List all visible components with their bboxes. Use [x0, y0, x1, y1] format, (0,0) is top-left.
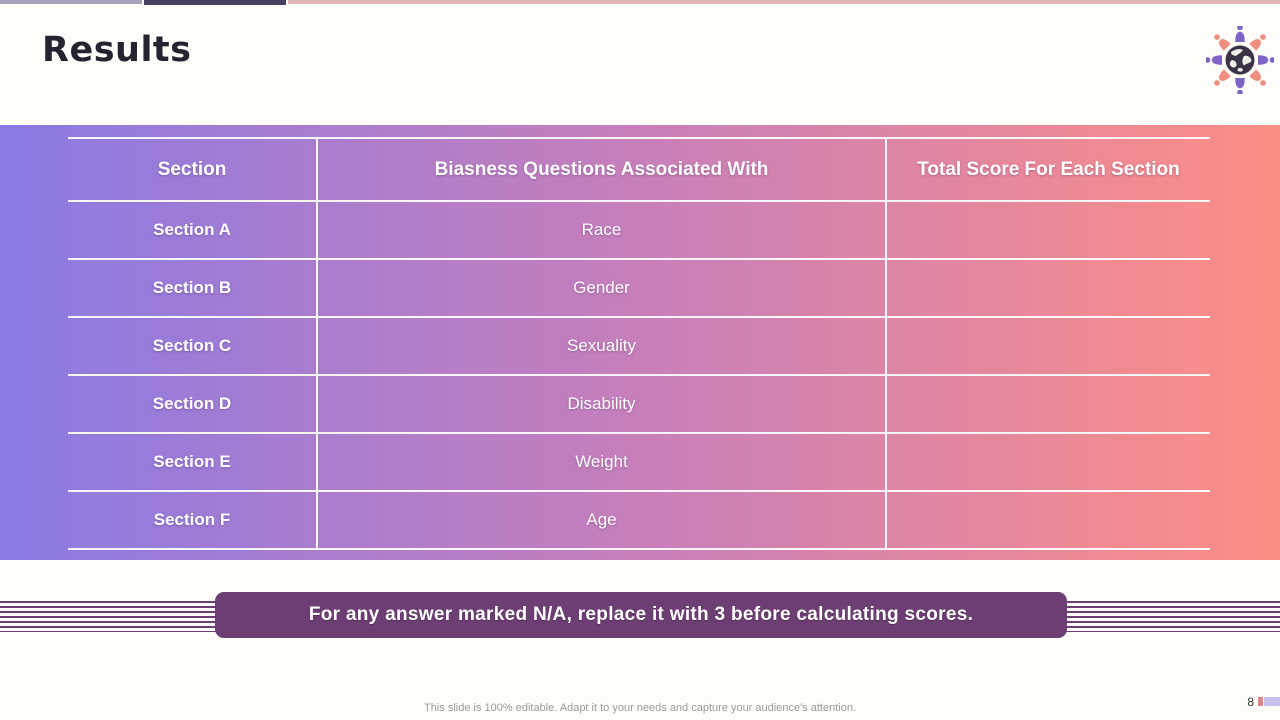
- question-cell: Race: [317, 200, 887, 259]
- table-header-row: Section Biasness Questions Associated Wi…: [68, 137, 1210, 201]
- question-cell: Weight: [317, 432, 887, 491]
- footer-marker-lavender: [1264, 697, 1280, 706]
- question-cell: Sexuality: [317, 316, 887, 375]
- top-accent-bar: [0, 0, 1280, 6]
- section-cell: Section A: [68, 200, 318, 259]
- results-table: Section Biasness Questions Associated Wi…: [68, 137, 1210, 550]
- header-questions: Biasness Questions Associated With: [317, 137, 887, 201]
- table-row: Section C Sexuality: [68, 316, 1210, 375]
- accent-segment-dark-purple: [144, 0, 286, 5]
- footer-marker-pink: [1258, 697, 1263, 706]
- table-row: Section A Race: [68, 200, 1210, 259]
- score-cell: [886, 432, 1210, 491]
- section-cell: Section C: [68, 316, 318, 375]
- accent-segment-lavender: [0, 0, 142, 4]
- instruction-banner: For any answer marked N/A, replace it wi…: [215, 592, 1067, 638]
- score-cell: [886, 200, 1210, 259]
- header-total-score: Total Score For Each Section: [886, 137, 1210, 201]
- score-cell: [886, 490, 1210, 550]
- footer-note: This slide is 100% editable. Adapt it to…: [424, 702, 856, 714]
- section-cell: Section B: [68, 258, 318, 317]
- section-cell: Section D: [68, 374, 318, 433]
- question-cell: Age: [317, 490, 887, 550]
- gradient-band: Section Biasness Questions Associated Wi…: [0, 125, 1280, 560]
- page-title: Results: [42, 30, 192, 70]
- score-cell: [886, 316, 1210, 375]
- globe-people-logo-icon: [1204, 24, 1276, 96]
- table-row: Section F Age: [68, 490, 1210, 550]
- score-cell: [886, 258, 1210, 317]
- accent-segment-pink: [288, 0, 1280, 4]
- header-section: Section: [68, 137, 318, 201]
- score-cell: [886, 374, 1210, 433]
- question-cell: Gender: [317, 258, 887, 317]
- page-number: 8: [1247, 695, 1254, 709]
- section-cell: Section F: [68, 490, 318, 550]
- question-cell: Disability: [317, 374, 887, 433]
- table-row: Section D Disability: [68, 374, 1210, 433]
- table-row: Section E Weight: [68, 432, 1210, 491]
- section-cell: Section E: [68, 432, 318, 491]
- table-row: Section B Gender: [68, 258, 1210, 317]
